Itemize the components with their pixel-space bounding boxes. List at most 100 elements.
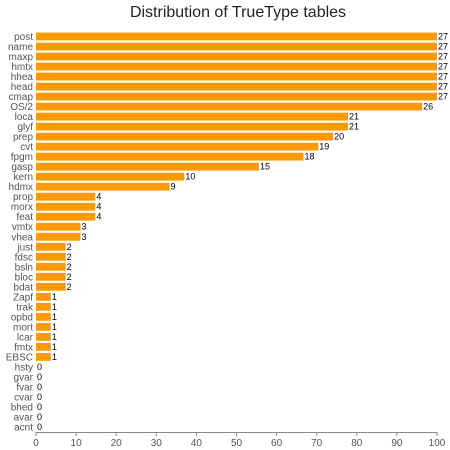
value-label-gvar: 0 (37, 372, 42, 382)
x-tick-label-20: 20 (111, 438, 123, 449)
bar-os-2 (36, 102, 423, 111)
value-label-opbd: 1 (52, 312, 57, 322)
bar-vhea (36, 232, 81, 241)
bar-vmtx (36, 222, 81, 231)
bar-mort (36, 322, 51, 331)
category-label-feat: feat (16, 212, 33, 223)
value-label-kern: 10 (185, 172, 195, 182)
category-label-gasp: gasp (11, 162, 33, 173)
x-tick-label-70: 70 (311, 438, 323, 449)
category-label-just: just (16, 242, 33, 253)
bar-trak (36, 302, 51, 311)
category-label-cvt: cvt (20, 142, 33, 153)
value-label-feat: 4 (96, 212, 101, 222)
category-label-prep: prep (13, 132, 33, 143)
category-label-cvar: cvar (14, 392, 34, 403)
value-label-bloc: 2 (67, 272, 72, 282)
bar-bsln (36, 262, 66, 271)
value-label-just: 2 (67, 242, 72, 252)
category-label-hsty: hsty (15, 362, 33, 373)
category-label-fmtx: fmtx (14, 342, 33, 353)
x-tick-label-30: 30 (151, 438, 163, 449)
bar-glyf (36, 122, 348, 131)
bar-ebsc (36, 353, 51, 361)
value-label-hdmx: 9 (171, 182, 176, 192)
category-label-bloc: bloc (15, 272, 33, 283)
bar-lcar (36, 332, 51, 341)
category-label-trak: trak (16, 302, 34, 313)
category-label-os-2: OS/2 (10, 102, 33, 113)
value-label-bdat: 2 (67, 282, 72, 292)
value-label-cvar: 0 (37, 392, 42, 402)
value-label-prop: 4 (96, 192, 101, 202)
category-label-prop: prop (13, 192, 33, 203)
category-label-fpgm: fpgm (11, 152, 33, 163)
value-label-vmtx: 3 (82, 222, 87, 232)
category-label-name: name (8, 42, 33, 53)
value-label-fdsc: 2 (67, 252, 72, 262)
value-label-acnt: 0 (37, 422, 42, 432)
bar-opbd (36, 312, 51, 321)
category-label-acnt: acnt (14, 422, 33, 433)
bar-loca (36, 112, 348, 121)
value-label-hmtx: 27 (438, 62, 448, 72)
category-label-avar: avar (14, 412, 34, 423)
value-label-fmtx: 1 (52, 342, 57, 352)
category-label-post: post (14, 32, 33, 43)
value-label-fvar: 0 (37, 382, 42, 392)
category-label-kern: kern (14, 172, 33, 183)
bar-zapf (36, 292, 51, 301)
bar-gasp (36, 162, 259, 171)
value-label-gasp: 15 (260, 162, 270, 172)
x-ticks-group: 0 10 20 30 40 50 60 70 80 90 100 (33, 432, 446, 449)
bar-head (36, 82, 437, 91)
value-labels-group: 2727272727272726212120191815109444332222… (37, 32, 448, 432)
bar-prep (36, 132, 334, 141)
value-label-os-2: 26 (423, 102, 433, 112)
category-label-hhea: hhea (11, 72, 34, 83)
bar-feat (36, 212, 96, 221)
category-label-loca: loca (15, 112, 34, 123)
value-label-trak: 1 (52, 302, 57, 312)
bar-just (36, 242, 66, 251)
category-label-hdmx: hdmx (9, 182, 33, 193)
category-label-bsln: bsln (15, 262, 33, 273)
category-label-maxp: maxp (9, 52, 34, 63)
category-label-hmtx: hmtx (11, 62, 33, 73)
value-label-mort: 1 (52, 322, 57, 332)
bar-hdmx (36, 182, 170, 191)
category-label-cmap: cmap (9, 92, 34, 103)
category-label-head: head (11, 82, 33, 93)
value-label-avar: 0 (37, 412, 42, 422)
bar-bdat (36, 282, 66, 291)
value-label-loca: 21 (349, 112, 359, 122)
category-label-fvar: fvar (16, 382, 33, 393)
bar-fmtx (36, 342, 51, 351)
value-label-morx: 4 (96, 202, 101, 212)
bar-post (36, 32, 437, 41)
bar-bloc (36, 272, 66, 281)
category-label-vmtx: vmtx (12, 222, 33, 233)
category-label-vhea: vhea (11, 232, 33, 243)
value-label-ebsc: 1 (52, 352, 57, 362)
x-tick-label-0: 0 (33, 438, 39, 449)
category-label-lcar: lcar (17, 332, 34, 343)
value-label-glyf: 21 (349, 122, 359, 132)
value-label-cvt: 19 (319, 142, 329, 152)
bar-kern (36, 172, 185, 181)
category-labels-group: postnamemaxphmtxhheaheadcmapOS/2locaglyf… (6, 32, 34, 433)
x-tick-label-90: 90 (391, 438, 403, 449)
value-label-prep: 20 (334, 132, 344, 142)
value-label-name: 27 (438, 42, 448, 52)
bar-hmtx (36, 62, 437, 71)
x-tick-label-80: 80 (351, 438, 363, 449)
value-label-zapf: 1 (52, 292, 57, 302)
value-label-bsln: 2 (67, 262, 72, 272)
category-label-bhed: bhed (11, 402, 33, 413)
category-label-fdsc: fdsc (15, 252, 33, 263)
bar-cmap (36, 92, 437, 101)
x-tick-label-100: 100 (429, 438, 446, 449)
x-tick-label-60: 60 (271, 438, 283, 449)
category-label-bdat: bdat (14, 282, 34, 293)
value-label-fpgm: 18 (304, 152, 314, 162)
